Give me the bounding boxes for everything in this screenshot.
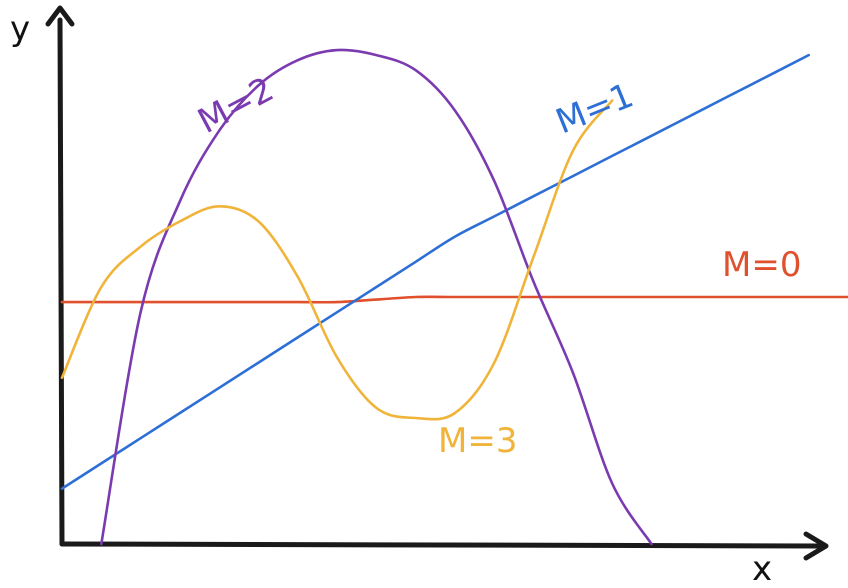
series-line-m0: [60, 295, 848, 304]
series-label-m3: M=3: [438, 421, 517, 461]
series-curves: [60, 48, 848, 546]
x-axis: [59, 541, 823, 549]
x-axis-label: x: [752, 549, 772, 588]
x-axis-arrowhead: [803, 531, 829, 561]
series-line-m1: [60, 53, 810, 490]
y-axis: [57, 17, 65, 547]
series-line-m2: [100, 48, 653, 546]
series-label-m2: M=2: [191, 69, 280, 142]
y-axis-label: y: [10, 9, 30, 49]
series-label-m0: M=0: [722, 245, 801, 285]
y-axis-arrowhead: [45, 5, 75, 27]
series-label-m1: M=1: [550, 75, 639, 142]
series-line-m3: [60, 99, 614, 421]
